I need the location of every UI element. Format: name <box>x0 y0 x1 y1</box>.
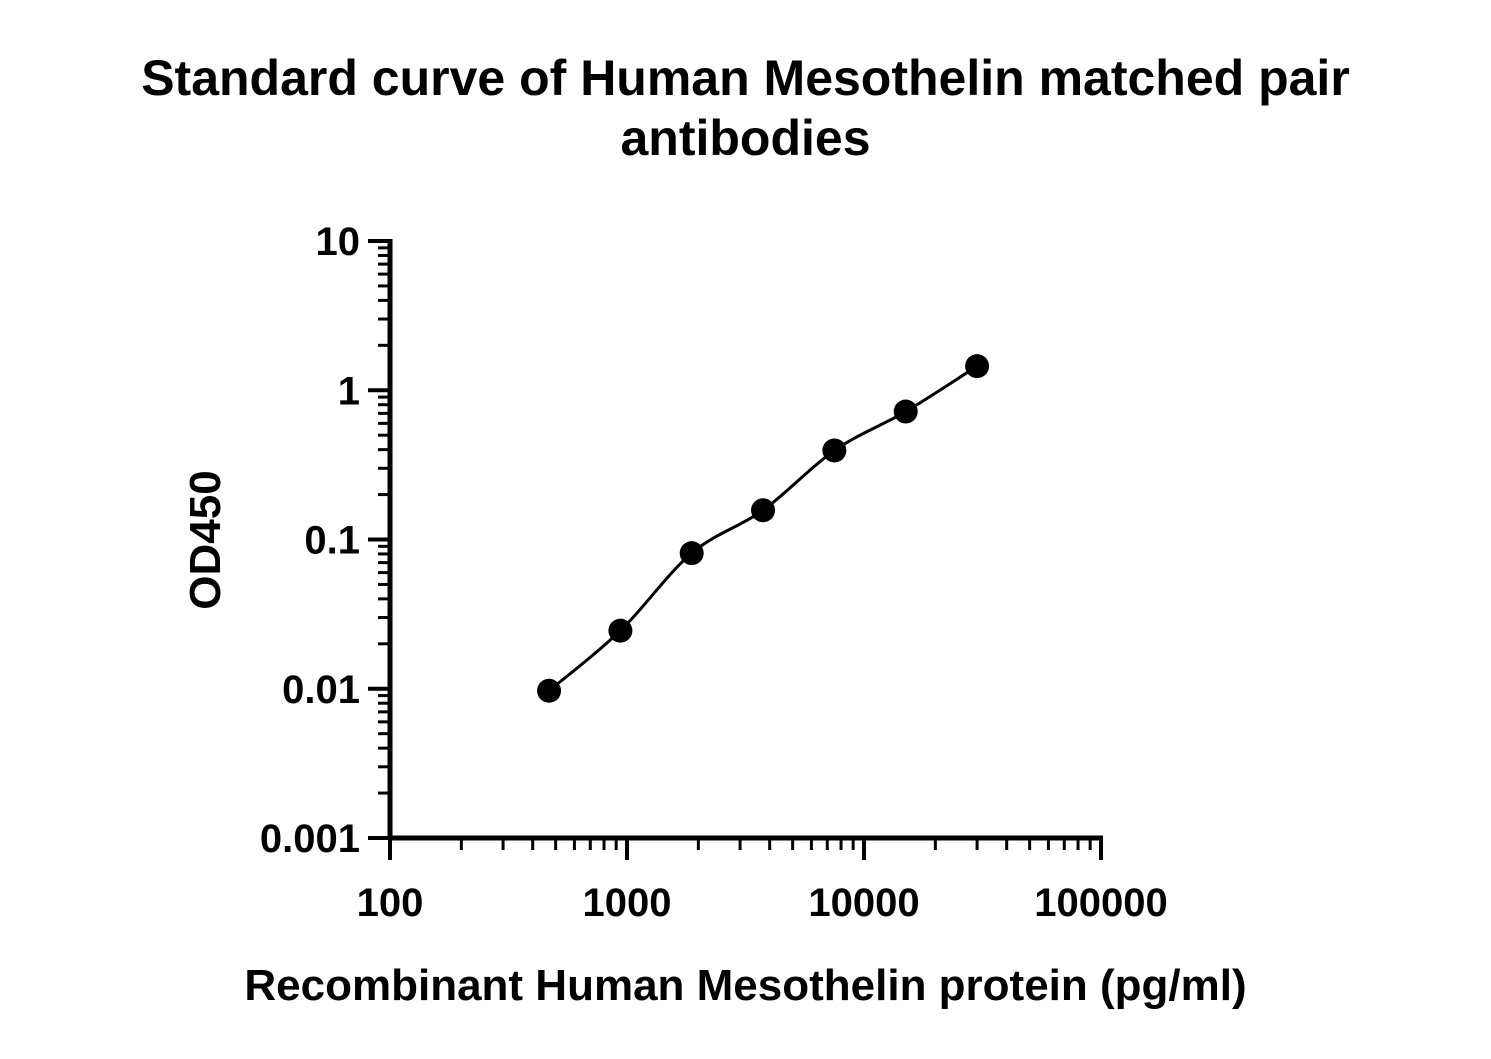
data-point <box>965 354 990 379</box>
x-tick-label: 100 <box>357 881 424 925</box>
data-point <box>751 498 776 523</box>
data-point <box>822 438 847 463</box>
x-tick-label: 100000 <box>1034 881 1167 925</box>
y-tick-label: 0.001 <box>260 817 360 861</box>
chart-title-line-2: antibodies <box>620 110 871 166</box>
y-axis-label: OD450 <box>181 470 230 610</box>
data-marks <box>537 354 990 703</box>
y-tick-label: 1 <box>338 369 360 413</box>
x-tick-label: 10000 <box>808 881 919 925</box>
y-tick-label: 0.1 <box>304 519 360 563</box>
data-point <box>537 678 562 703</box>
data-point <box>893 399 918 424</box>
chart-title: Standard curve of Human Mesothelin match… <box>0 48 1491 168</box>
x-tick-label: 1000 <box>583 881 672 925</box>
data-point <box>608 618 633 643</box>
x-axis-label: Recombinant Human Mesothelin protein (pg… <box>244 961 1247 1010</box>
data-point <box>679 541 704 566</box>
y-tick-label: 0.01 <box>282 668 360 712</box>
axes: 10 1 0.1 0.01 0.001 100 1000 10000 100000 <box>260 220 1168 925</box>
y-tick-label: 10 <box>316 220 361 264</box>
chart-title-line-1: Standard curve of Human Mesothelin match… <box>141 50 1350 106</box>
